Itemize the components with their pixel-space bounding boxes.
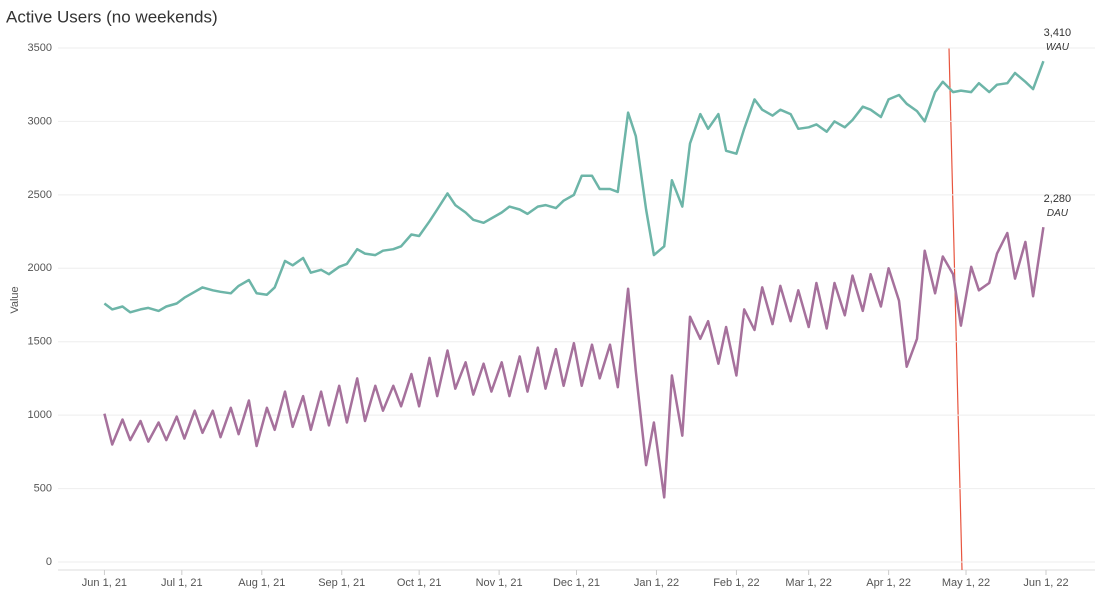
x-tick-label: Jun 1, 21: [82, 577, 127, 589]
x-tick-label: Dec 1, 21: [553, 577, 600, 589]
value-label: 2,280: [1044, 193, 1072, 205]
series-line: [103, 60, 1045, 314]
y-tick-label: 500: [34, 482, 52, 494]
y-tick-label: 0: [46, 556, 52, 568]
y-tick-label: 2000: [28, 262, 52, 274]
x-tick-label: Feb 1, 22: [713, 577, 759, 589]
x-tick-label: Mar 1, 22: [785, 577, 831, 589]
x-tick-label: Jul 1, 21: [161, 577, 203, 589]
y-tick-label: 3500: [28, 42, 52, 54]
y-tick-label: 1000: [28, 409, 52, 421]
x-tick-label: Oct 1, 21: [397, 577, 442, 589]
x-tick-label: Jun 1, 22: [1023, 577, 1068, 589]
series-name: WAU: [1046, 42, 1070, 53]
y-tick-label: 1500: [28, 336, 52, 348]
y-axis-label: Value: [9, 286, 21, 313]
series-name: DAU: [1047, 208, 1069, 219]
x-tick-label: Sep 1, 21: [318, 577, 365, 589]
y-tick-label: 3000: [28, 115, 52, 127]
x-tick-label: Nov 1, 21: [476, 577, 523, 589]
x-tick-label: May 1, 22: [942, 577, 990, 589]
value-label: 3,410: [1044, 27, 1072, 39]
x-tick-label: Aug 1, 21: [238, 577, 285, 589]
chart-title: Active Users (no weekends): [6, 7, 218, 26]
y-tick-label: 2500: [28, 189, 52, 201]
series-line: [103, 227, 1045, 499]
x-tick-label: Jan 1, 22: [634, 577, 679, 589]
reference-line: [948, 47, 963, 571]
x-tick-label: Apr 1, 22: [866, 577, 911, 589]
